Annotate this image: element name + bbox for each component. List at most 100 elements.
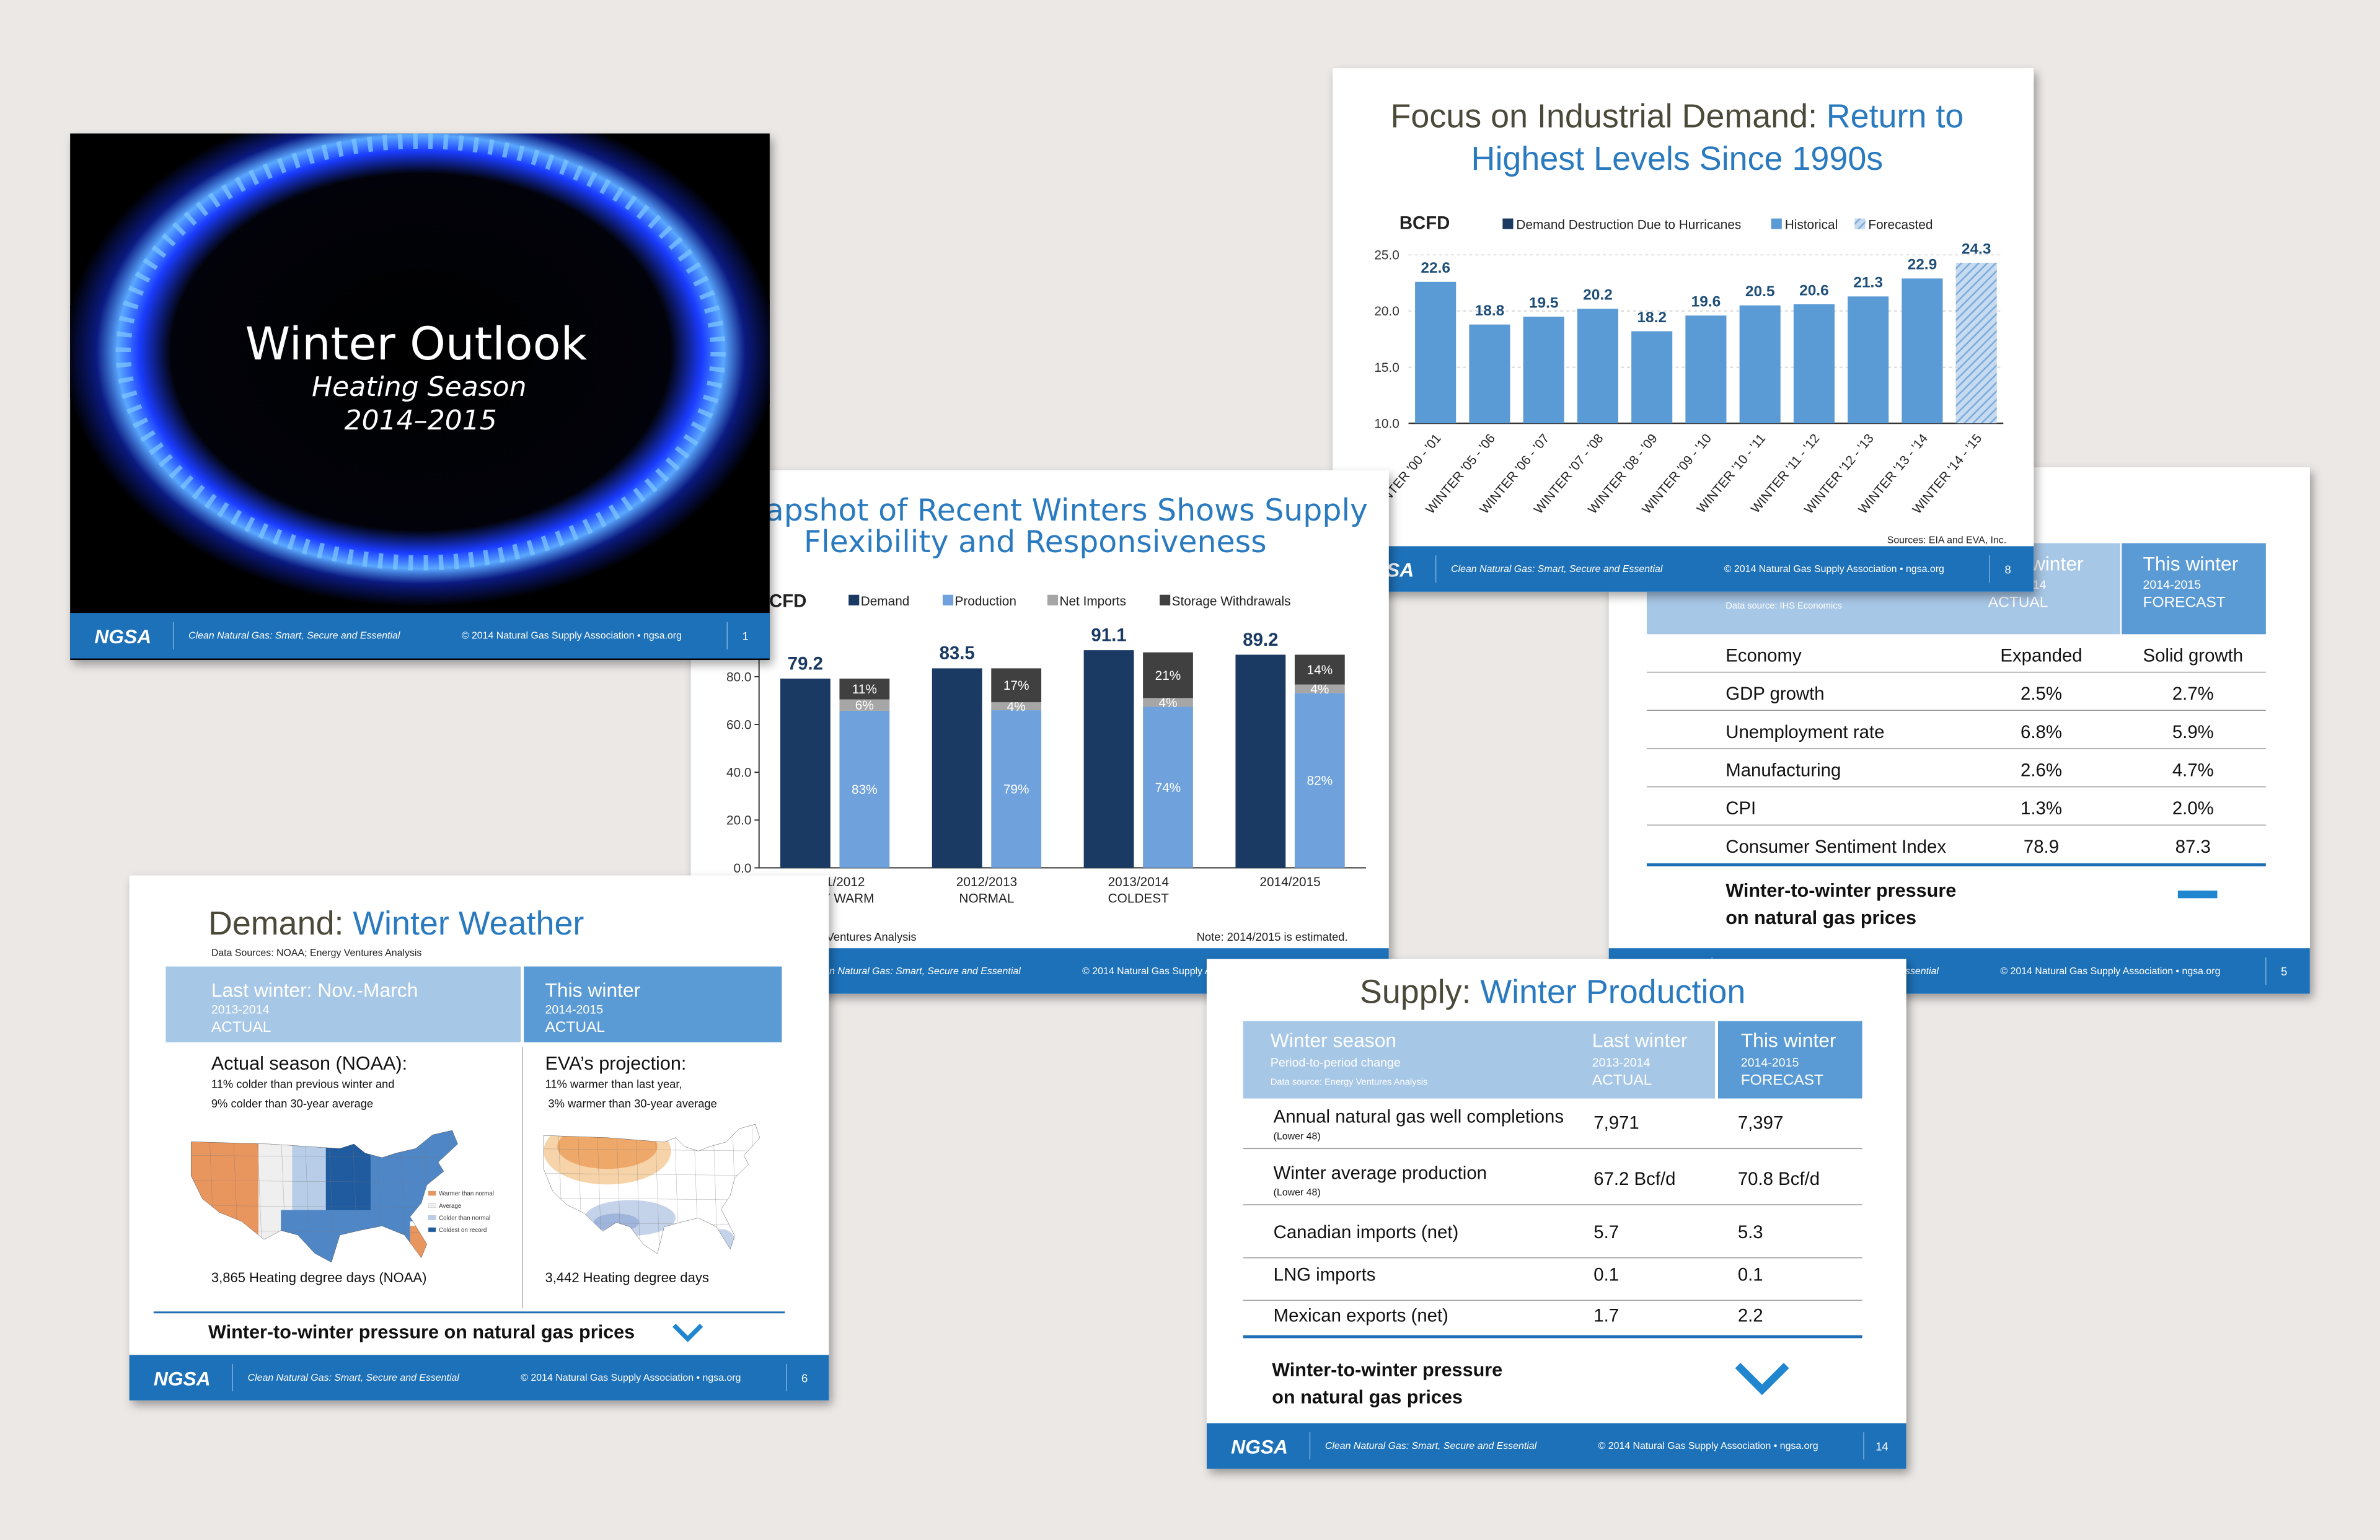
source-note: Data source: Energy Ventures Analysis [1271, 1078, 1428, 1088]
bar [1577, 309, 1618, 424]
x-tick-label: 2013/2014 [1108, 875, 1169, 889]
value-label: 79.2 [788, 653, 823, 674]
title-accent: Winter Weather [353, 905, 584, 942]
heating-days: 3,442 Heating degree days [545, 1270, 708, 1285]
column-status: FORECAST [1741, 1072, 1823, 1089]
footer-bar [70, 613, 770, 659]
label: ACTUAL [1988, 594, 2048, 610]
footer-copyright: © 2014 Natural Gas Supply Association • … [1724, 564, 1944, 574]
table-note: (Lower 48) [1274, 1187, 1321, 1198]
legend-swatch [1502, 218, 1514, 229]
segment-label: 4% [1007, 700, 1026, 714]
title-accent: Winter Production [1480, 973, 1745, 1010]
header-cell [2122, 543, 2266, 635]
bar [1523, 316, 1564, 424]
column-subtitle: Period-to-period change [1271, 1056, 1401, 1070]
legend-swatch [428, 1190, 436, 1196]
title-lead: Focus on Industrial Demand: [1390, 98, 1817, 135]
label: FORECAST [2143, 594, 2226, 610]
column-note: 3% warmer than 30-year average [548, 1097, 716, 1110]
footer-bar [1206, 1423, 1906, 1469]
segment-label: 83% [852, 783, 878, 797]
column-status: ACTUAL [211, 1019, 271, 1036]
legend-swatch [848, 594, 860, 605]
y-tick-label: 15.0 [1374, 361, 1399, 375]
bar [1902, 278, 1943, 424]
legend-entry: Storage Withdrawals [1172, 594, 1291, 609]
table-cell: 2.6% [2021, 760, 2062, 781]
table-cell: 0.1 [1593, 1264, 1619, 1285]
footer-tagline: Clean Natural Gas: Smart, Secure and Ess… [1325, 1441, 1537, 1451]
state-line [636, 1124, 640, 1258]
table-cell: Canadian imports (net) [1274, 1222, 1459, 1243]
segment-label: 79% [1003, 783, 1029, 797]
heating-days: 3,865 Heating degree days (NOAA) [211, 1270, 427, 1285]
slide-title: Highest Levels Since 1990s [1471, 140, 1884, 177]
legend-entry: Historical [1785, 218, 1838, 232]
table-cell: GDP growth [1726, 684, 1824, 704]
table-cell: 67.2 Bcf/d [1593, 1169, 1675, 1189]
bar [1631, 331, 1673, 424]
value-label: 22.6 [1421, 260, 1450, 276]
slide-supply: Supply: Winter Production Winter season Per… [1206, 959, 1906, 1469]
footer-tagline: Clean Natural Gas: Smart, Secure and Ess… [188, 631, 400, 641]
page-number: 5 [2281, 965, 2287, 978]
bar-segment [1143, 698, 1193, 707]
table-cell: Manufacturing [1726, 760, 1841, 781]
pressure-label: Winter-to-winter pressure on natural gas… [208, 1321, 635, 1342]
segment-label: 6% [855, 698, 874, 713]
column-status: ACTUAL [1592, 1072, 1652, 1089]
segment-label: 14% [1307, 663, 1333, 677]
table-cell: 0.1 [1738, 1264, 1763, 1285]
flame-ring [70, 133, 770, 607]
label: Data source: IHS Economics [1726, 601, 1842, 611]
table-cell: LNG imports [1274, 1264, 1376, 1285]
table-note: (Lower 48) [1274, 1132, 1321, 1142]
slide-title: Demand: Winter Weather [208, 905, 584, 942]
table-cell: 2.0% [2172, 798, 2214, 819]
page-number: 14 [1875, 1440, 1888, 1453]
value-label: 89.2 [1243, 630, 1278, 650]
bar-demand [1235, 654, 1286, 868]
y-tick-label: 20.0 [1374, 304, 1399, 319]
footer-copyright: © 2014 Natural Gas Supply Association • … [2000, 966, 2220, 977]
table-cell: 1.3% [2021, 798, 2062, 819]
slide-subtitle: Heating Season [312, 371, 526, 403]
y-tick-label: 0.0 [734, 861, 752, 876]
dash-icon [2177, 891, 2218, 899]
page-number: 1 [743, 630, 749, 643]
footer-brand: NGSA [1231, 1435, 1288, 1458]
table-cell: 7,971 [1593, 1113, 1639, 1133]
y-tick-label: 80.0 [726, 670, 751, 684]
bar-segment [1294, 693, 1345, 868]
value-label: 22.9 [1908, 257, 1937, 273]
map-outline [191, 1130, 457, 1262]
page-number: 8 [2005, 563, 2011, 576]
bar-segment [991, 668, 1042, 703]
estimate-note: Note: 2014/2015 is estimated. [1197, 930, 1348, 943]
segment-label: 74% [1155, 781, 1181, 795]
value-label: 20.2 [1583, 287, 1613, 304]
column-title: Winter season [1271, 1029, 1396, 1051]
map-outline [544, 1124, 760, 1254]
slide-title: Snapshot of Recent Winters Shows Supply [727, 493, 1368, 528]
legend-entry: Production [955, 594, 1016, 609]
burner-flame [70, 133, 770, 607]
column-status: ACTUAL [545, 1019, 605, 1036]
category-note: NORMAL [959, 892, 1014, 906]
header-cell [165, 966, 521, 1042]
value-label: 24.3 [1962, 240, 1991, 257]
bar-segment [1294, 684, 1345, 693]
bar [1793, 304, 1835, 424]
bar-segment [839, 710, 890, 868]
bar [1685, 315, 1727, 424]
column-period: 2013-2014 [211, 1003, 270, 1016]
chevron-icon [672, 1323, 703, 1342]
table-cell: 70.8 Bcf/d [1738, 1169, 1820, 1189]
legend-entry: Net Imports [1059, 594, 1126, 609]
x-tick-label: 2014/2015 [1259, 875, 1320, 889]
segment-label: 11% [852, 682, 877, 697]
column-title: Last winter: Nov.-March [211, 979, 418, 1001]
state-line [185, 1155, 466, 1158]
